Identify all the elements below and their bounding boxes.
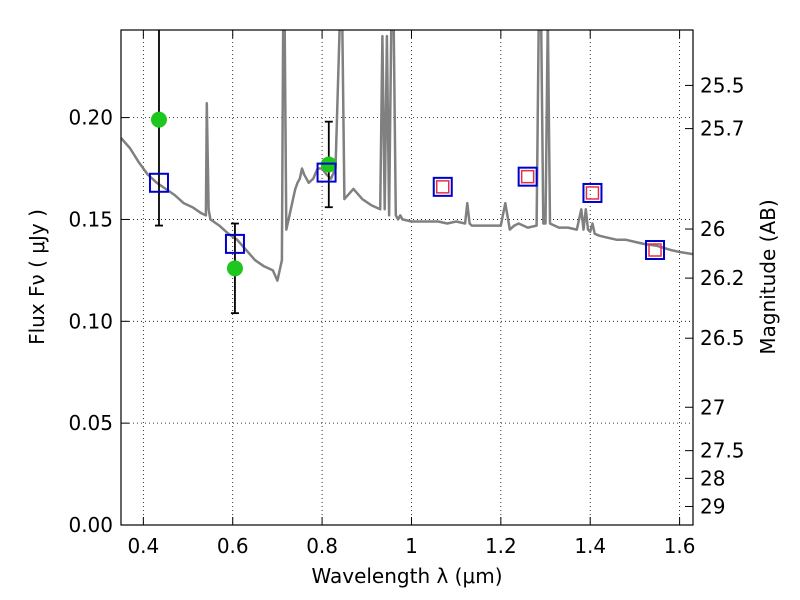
y2-tick-label: 27.5 — [700, 439, 745, 463]
model-flux-square — [316, 162, 337, 183]
plot-frame — [120, 29, 694, 526]
x-tick-label: 1.2 — [485, 534, 517, 558]
x-axis-label: Wavelength λ (μm) — [311, 564, 502, 588]
model-spectrum-line — [121, 30, 693, 282]
y2-axis-label: Magnitude (AB) — [756, 199, 780, 354]
y2-tick-label: 26 — [700, 217, 725, 241]
x-tick-label: 1.4 — [574, 534, 606, 558]
model-flux-square — [148, 172, 169, 193]
y2-tick-label: 29 — [700, 494, 725, 518]
predicted-flux-square — [520, 169, 535, 184]
x-tick-label: 0.6 — [217, 534, 249, 558]
predicted-flux-square — [585, 186, 600, 200]
y2-tick-label: 28 — [700, 466, 725, 490]
y-tick-label: 0.00 — [68, 513, 113, 537]
y-tick-label: 0.05 — [68, 411, 113, 435]
y2-tick-label: 25.7 — [700, 117, 745, 141]
axes: 0.4 0.6 0.8 1 1.2 1.4 1.6 0.00 0.05 0.10 0.15 0.20 2… — [68, 30, 745, 558]
model-flux-square — [582, 182, 603, 203]
model-flux-square — [517, 166, 538, 187]
data-layer — [121, 30, 693, 282]
model-flux-square — [645, 240, 666, 260]
observed-flux-point — [226, 260, 243, 277]
predicted-flux-square — [436, 180, 450, 194]
model-flux-square — [432, 176, 453, 197]
y2-tick-label: 27 — [700, 395, 725, 419]
x-tick-label: 1 — [405, 534, 418, 558]
x-tick-label: 1.6 — [664, 534, 696, 558]
y-tick-label: 0.20 — [68, 106, 113, 130]
model-flux-square — [224, 233, 245, 254]
y-axis-label: Flux Fν ( μJy ) — [25, 209, 49, 345]
y2-tick-label: 26.2 — [700, 266, 745, 290]
y-tick-label: 0.10 — [68, 309, 113, 333]
x-tick-label: 0.4 — [127, 534, 159, 558]
x-tick-label: 0.8 — [306, 534, 338, 558]
y2-tick-label: 25.5 — [700, 73, 745, 97]
predicted-flux-square — [648, 243, 662, 257]
y-tick-label: 0.15 — [68, 207, 113, 231]
observed-flux-point — [150, 111, 167, 128]
y2-tick-label: 26.5 — [700, 326, 745, 350]
marker-layer — [148, 30, 666, 315]
